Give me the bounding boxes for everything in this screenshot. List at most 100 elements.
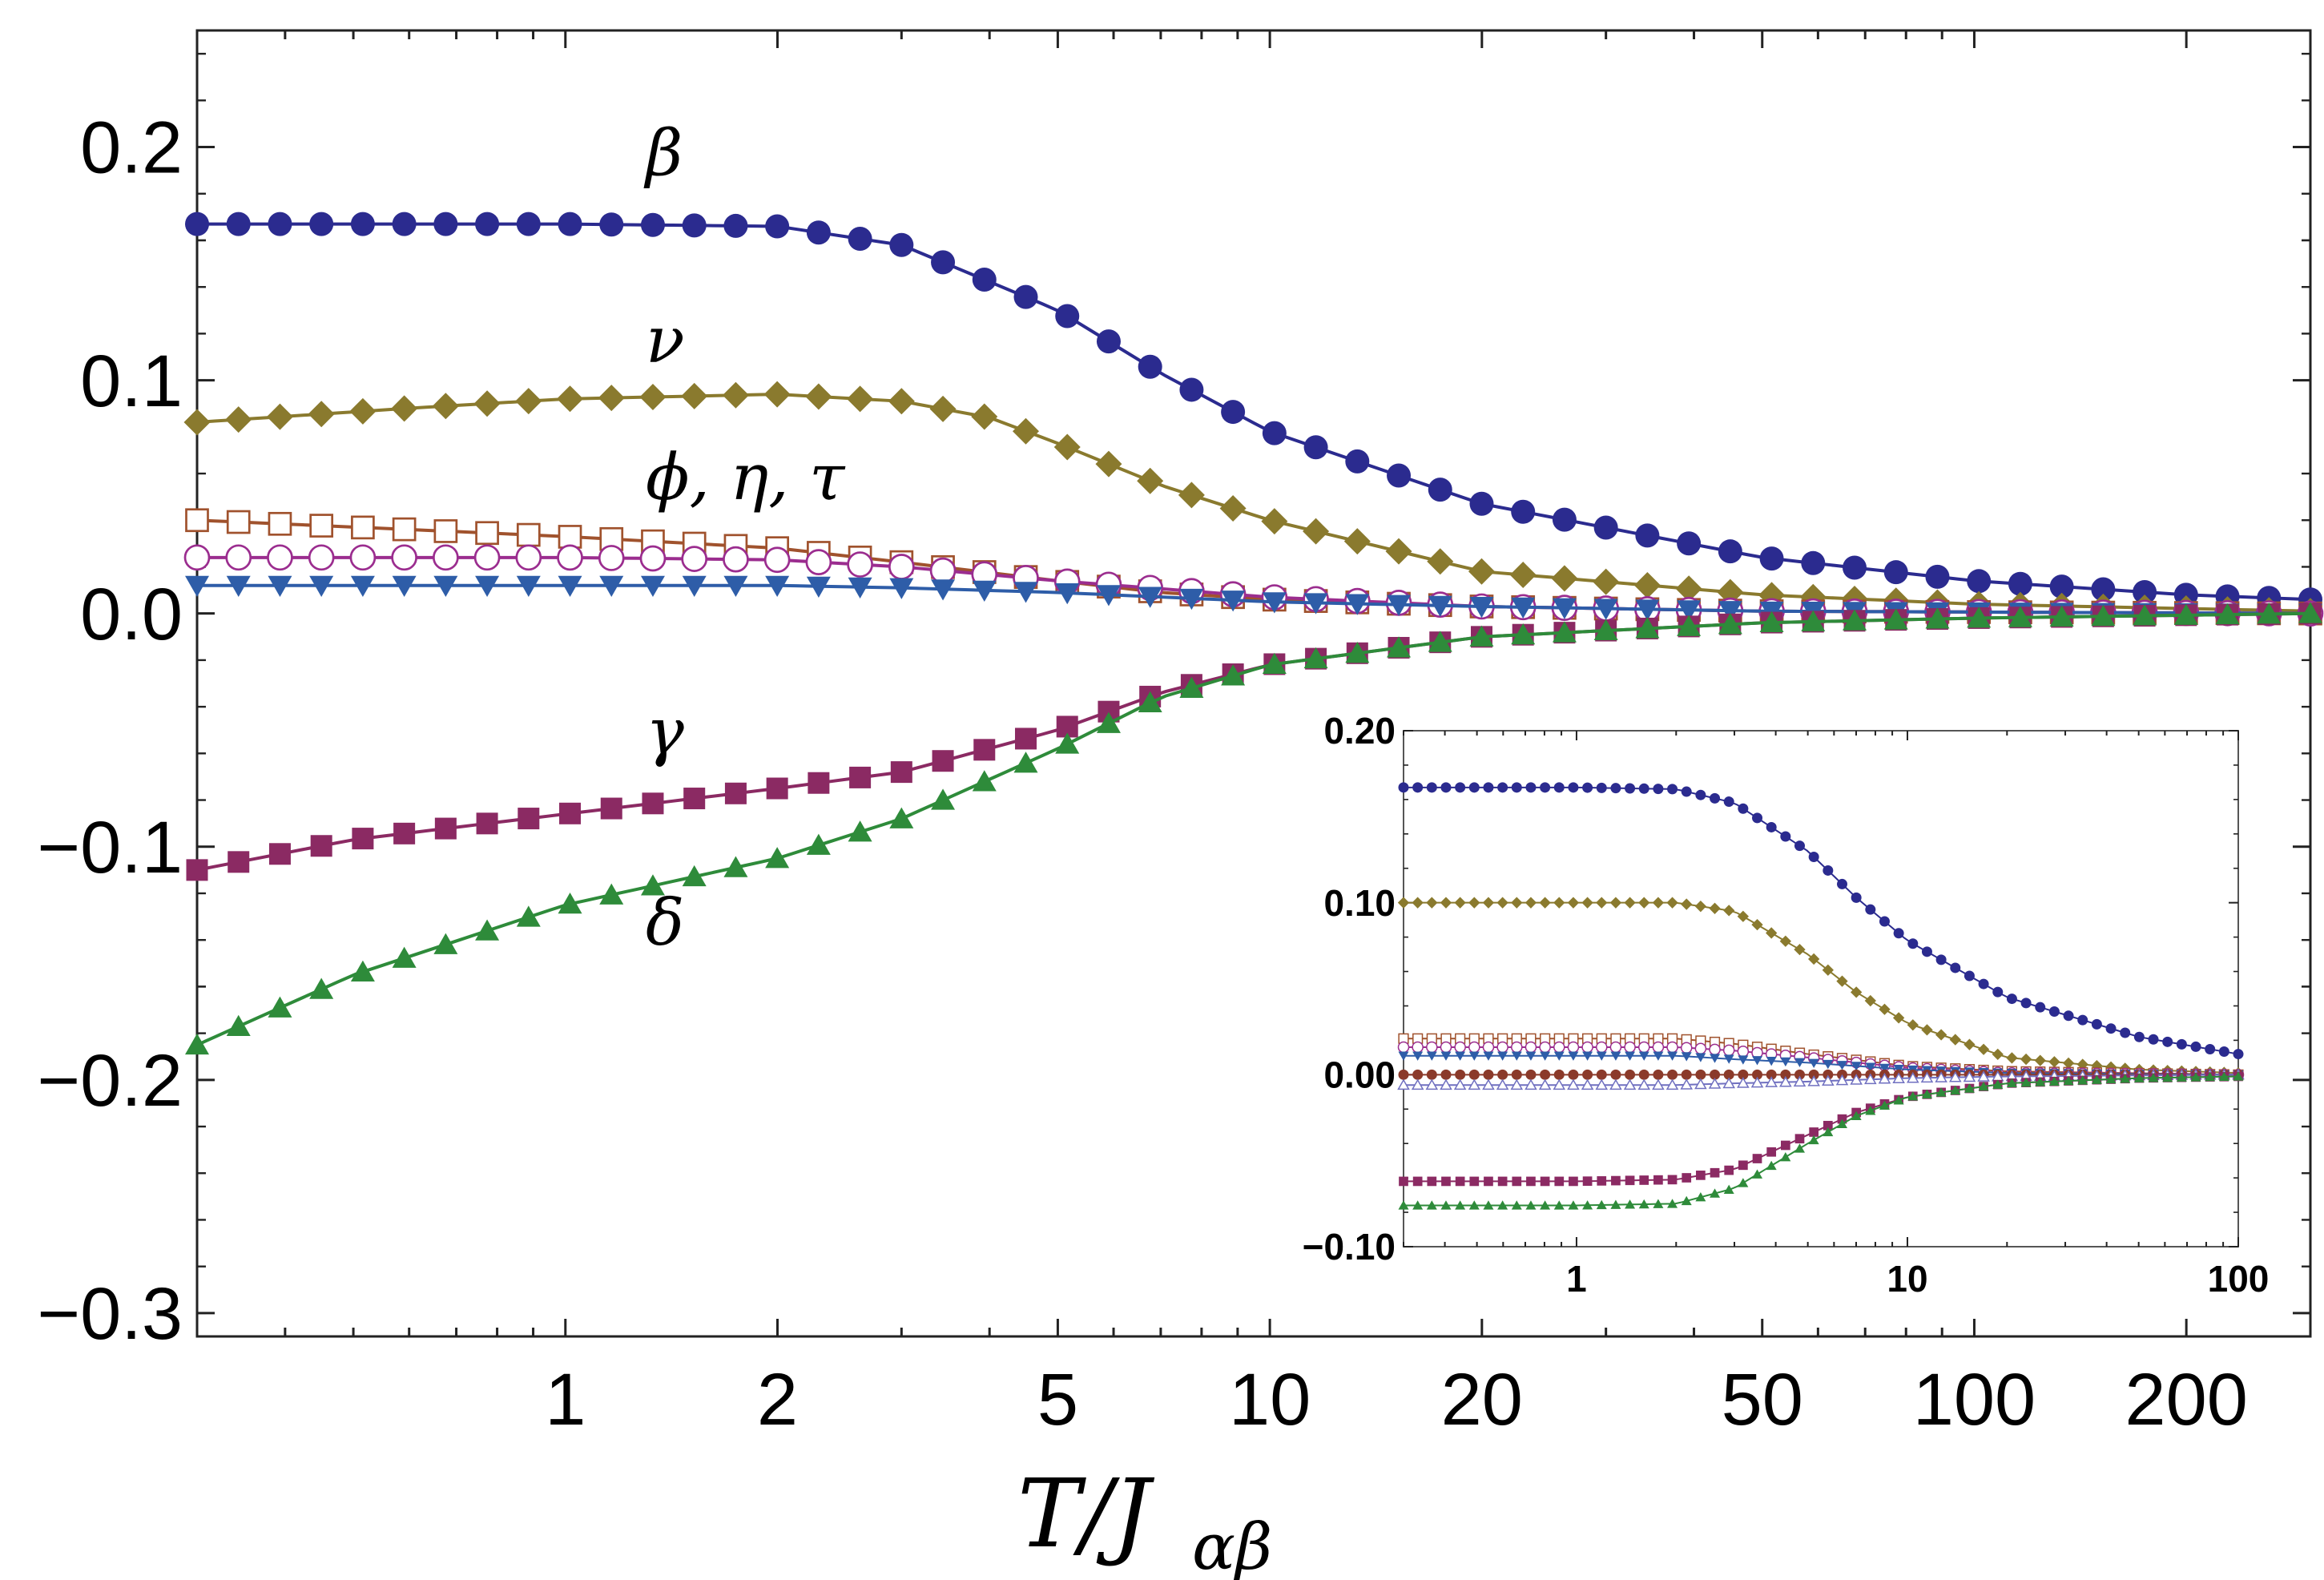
main-point-delta bbox=[2173, 603, 2198, 625]
main-point-eta bbox=[888, 554, 915, 580]
inset-point-extra-open-triangles bbox=[1835, 1074, 1849, 1086]
inset-point-beta bbox=[2190, 1041, 2201, 1052]
inset-point-delta bbox=[1893, 1095, 1904, 1105]
main-point-delta bbox=[2257, 603, 2282, 624]
main-point-tau bbox=[1552, 598, 1577, 619]
inset-point-nu bbox=[1440, 897, 1452, 909]
inset-point-delta bbox=[2063, 1075, 2074, 1086]
main-point-beta bbox=[2173, 582, 2198, 607]
inset-point-tau bbox=[1766, 1056, 1777, 1066]
inset-point-delta bbox=[2133, 1073, 2145, 1082]
main-point-gamma bbox=[973, 739, 996, 761]
inset-point-tau bbox=[1723, 1054, 1734, 1064]
inset-point-nu bbox=[1694, 901, 1707, 913]
inset-point-gamma bbox=[1823, 1120, 1833, 1131]
main-annotation: β bbox=[643, 115, 683, 190]
main-point-eta bbox=[805, 549, 832, 575]
main-point-phi bbox=[351, 515, 375, 540]
main-point-tau bbox=[848, 577, 872, 599]
main-point-beta bbox=[2049, 574, 2074, 599]
inset-point-nu bbox=[1779, 935, 1791, 947]
inset-point-delta bbox=[2190, 1072, 2201, 1082]
main-point-tau bbox=[806, 576, 831, 598]
inset-point-nu bbox=[1511, 897, 1523, 909]
main-point-eta bbox=[349, 544, 377, 571]
inset-point-gamma bbox=[1455, 1176, 1465, 1187]
inset-point-nu bbox=[1539, 897, 1551, 909]
inset-point-extra-open-triangles bbox=[1425, 1078, 1439, 1090]
main-point-beta bbox=[806, 220, 831, 245]
inset-point-gamma bbox=[1441, 1176, 1451, 1187]
main-point-beta bbox=[1469, 491, 1494, 516]
main-point-phi bbox=[268, 511, 292, 536]
inset-point-gamma bbox=[1794, 1134, 1805, 1144]
inset-series bbox=[1397, 782, 2245, 1210]
inset-point-extra-open-triangles bbox=[1878, 1072, 1891, 1084]
inset-point-beta bbox=[1511, 782, 1522, 793]
inset-point-delta bbox=[1525, 1200, 1537, 1210]
main-point-nu bbox=[681, 382, 708, 409]
main-point-beta bbox=[1428, 478, 1452, 502]
main-point-nu bbox=[557, 385, 584, 413]
inset-point-tau bbox=[1398, 1051, 1409, 1061]
inset-point-tau bbox=[1710, 1054, 1721, 1063]
inset-point-nu bbox=[1949, 1034, 1961, 1046]
main-point-gamma bbox=[518, 808, 540, 830]
inset-point-eta bbox=[1680, 1042, 1693, 1054]
inset-point-extra-open-triangles bbox=[1948, 1070, 1962, 1082]
inset-point-extra-dots bbox=[1568, 1069, 1579, 1080]
inset-point-eta bbox=[1426, 1041, 1438, 1054]
inset-point-extra-open-triangles bbox=[1482, 1078, 1495, 1090]
main-point-beta bbox=[226, 212, 251, 236]
main-point-beta bbox=[268, 212, 292, 236]
main-point-tau bbox=[475, 575, 500, 597]
main-point-beta bbox=[185, 212, 209, 236]
main-point-gamma bbox=[808, 772, 830, 794]
inset-point-tau bbox=[1794, 1058, 1806, 1068]
main-point-phi bbox=[433, 519, 458, 543]
main-point-phi bbox=[309, 514, 334, 538]
main-point-nu bbox=[1303, 518, 1330, 545]
inset-point-eta bbox=[1511, 1041, 1523, 1054]
inset-point-delta bbox=[1540, 1200, 1551, 1210]
inset-point-delta bbox=[1582, 1200, 1593, 1210]
inset-point-beta bbox=[1568, 782, 1579, 793]
main-xtick-label: 100 bbox=[1913, 1359, 2036, 1441]
inset-point-beta bbox=[2077, 1014, 2088, 1026]
main-point-tau bbox=[350, 575, 375, 597]
main-point-tau bbox=[972, 580, 997, 602]
inset-point-delta bbox=[2105, 1074, 2117, 1084]
inset-point-tau bbox=[1865, 1062, 1876, 1072]
inset-point-eta bbox=[1666, 1041, 1678, 1054]
main-point-phi bbox=[475, 521, 499, 546]
inset-point-extra-open-triangles bbox=[1822, 1074, 1835, 1086]
main-point-gamma bbox=[228, 851, 250, 873]
inset-point-delta bbox=[1907, 1091, 1919, 1101]
main-point-delta bbox=[268, 996, 292, 1018]
inset-point-gamma bbox=[1809, 1127, 1819, 1137]
inset-point-nu bbox=[1581, 897, 1593, 909]
inset-point-nu bbox=[1638, 897, 1650, 909]
main-point-tau bbox=[1303, 593, 1328, 615]
inset-point-extra-dots bbox=[1823, 1069, 1834, 1080]
main-point-nu bbox=[929, 395, 957, 422]
inset-point-beta bbox=[2006, 994, 2017, 1005]
inset-point-gamma bbox=[1597, 1176, 1607, 1186]
main-point-beta bbox=[682, 213, 707, 238]
inset-point-extra-open-triangles bbox=[1680, 1078, 1694, 1090]
inset-point-gamma bbox=[1512, 1176, 1522, 1187]
inset-point-nu bbox=[1964, 1038, 1976, 1050]
main-point-nu bbox=[432, 393, 459, 420]
main-point-tau bbox=[765, 575, 790, 597]
inset-point-beta bbox=[1865, 904, 1876, 915]
main-point-delta bbox=[309, 977, 334, 999]
inset-point-nu bbox=[1468, 897, 1480, 909]
inset-point-delta bbox=[1780, 1151, 1791, 1162]
main-ytick-label: 0.0 bbox=[80, 574, 183, 655]
main-point-beta bbox=[1635, 523, 1660, 548]
main-point-delta bbox=[1718, 613, 1742, 635]
main-point-nu bbox=[1178, 482, 1205, 509]
main-point-delta bbox=[1552, 621, 1577, 643]
main-point-gamma bbox=[849, 766, 872, 788]
inset-point-extra-dots bbox=[1511, 1069, 1522, 1080]
